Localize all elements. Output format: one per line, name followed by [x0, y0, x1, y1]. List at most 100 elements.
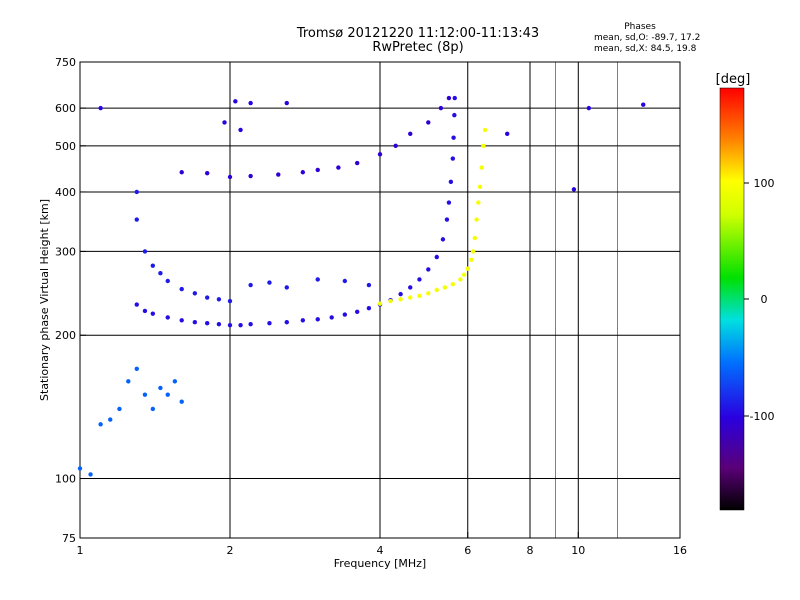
data-point [586, 105, 592, 111]
data-point [450, 156, 456, 161]
phases-header: Phases [624, 22, 656, 32]
data-points [77, 95, 646, 477]
data-point [354, 160, 360, 166]
data-point [470, 249, 476, 254]
data-point [442, 285, 448, 290]
data-point [504, 131, 510, 136]
x-tick-label: 6 [464, 544, 471, 557]
data-point [233, 99, 238, 104]
data-point [276, 172, 281, 177]
data-point [248, 173, 253, 179]
data-point [142, 249, 148, 254]
data-point [481, 143, 486, 149]
data-point [77, 466, 83, 471]
data-point [192, 291, 198, 296]
data-point [284, 320, 289, 325]
data-point [398, 297, 403, 302]
data-point [446, 200, 452, 205]
data-point [336, 165, 341, 170]
data-point [388, 298, 393, 304]
data-point [204, 320, 210, 326]
data-point [366, 282, 372, 288]
y-tick-label: 750 [55, 56, 76, 69]
data-point [126, 379, 131, 384]
data-point [408, 131, 413, 136]
data-point [216, 297, 222, 302]
x-tick-label: 10 [571, 544, 585, 557]
data-point [377, 301, 383, 306]
data-point [451, 135, 456, 140]
data-point [88, 472, 93, 477]
data-point [134, 189, 139, 195]
data-point [426, 267, 431, 272]
data-point [342, 312, 348, 317]
data-point [227, 298, 233, 304]
colorbar-tick-label-0: 0 [761, 293, 768, 306]
data-point [172, 379, 178, 384]
data-point [448, 179, 454, 185]
data-point [398, 291, 403, 297]
data-point [440, 237, 446, 242]
phase-stats-x: mean, sd,X: 84.5, 19.8 [594, 44, 697, 54]
data-point [434, 254, 439, 260]
data-point [434, 287, 439, 293]
data-point [393, 143, 398, 149]
data-point [438, 105, 444, 111]
x-tick-label: 16 [673, 544, 687, 557]
data-point [179, 399, 184, 404]
colorbar [719, 87, 745, 511]
x-tick-label: 4 [377, 544, 384, 557]
x-tick-label: 1 [77, 544, 84, 557]
data-point [98, 422, 103, 427]
phase-stats-o: mean, sd,O: -89.7, 17.2 [594, 33, 701, 43]
data-point [458, 277, 463, 282]
data-point [142, 308, 148, 314]
data-point [216, 321, 222, 327]
data-point [408, 295, 413, 300]
data-point [479, 165, 484, 170]
data-point [150, 263, 156, 268]
data-point [284, 285, 289, 290]
data-point [377, 152, 383, 157]
data-point [98, 105, 103, 111]
y-axis-label: Stationary phase Virtual Height [km] [38, 199, 51, 401]
data-point [300, 318, 306, 323]
data-point [284, 100, 289, 106]
data-point [477, 184, 483, 190]
chart-subtitle: RwPretec (8p) [372, 40, 464, 55]
data-point [267, 280, 272, 285]
data-point [179, 170, 184, 175]
data-point [165, 278, 170, 284]
data-point [267, 320, 272, 326]
data-point [204, 295, 210, 300]
data-point [158, 271, 163, 276]
data-point [426, 291, 431, 296]
y-tick-label: 100 [55, 473, 76, 486]
y-tick-label: 400 [55, 186, 76, 199]
data-point [150, 406, 156, 412]
data-point [150, 311, 156, 316]
x-tick-label: 2 [227, 544, 234, 557]
data-point [641, 102, 646, 107]
data-point [408, 285, 413, 290]
data-point [444, 217, 450, 222]
data-point [571, 187, 577, 192]
data-point [417, 293, 422, 299]
colorbar-tick-label-minus-100: -100 [750, 410, 775, 423]
data-point [366, 305, 372, 311]
data-point [165, 315, 170, 320]
axis-ticks: 1 2 4 6 8 10 16 75 100 200 300 400 500 600 750 [55, 56, 687, 557]
data-point [426, 120, 431, 125]
data-point [227, 174, 233, 180]
data-point [238, 127, 243, 133]
y-tick-label: 500 [55, 140, 76, 153]
data-point [465, 266, 470, 271]
data-point [134, 366, 139, 372]
data-point [300, 170, 306, 175]
data-point [108, 417, 113, 422]
data-point [142, 392, 148, 397]
data-point [179, 318, 184, 323]
x-axis-label: Frequency [MHz] [334, 557, 426, 570]
data-point [158, 385, 163, 391]
